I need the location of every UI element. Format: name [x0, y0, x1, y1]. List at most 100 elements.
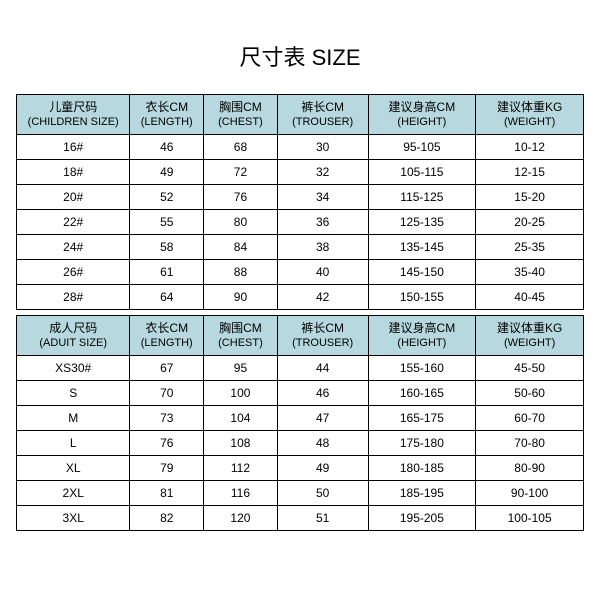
column-header-en: (CHILDREN SIZE)	[17, 115, 129, 129]
table-cell: 80-90	[476, 456, 584, 481]
table-cell: 45-50	[476, 356, 584, 381]
table-cell: 61	[130, 260, 204, 285]
table-cell: M	[17, 406, 130, 431]
table-cell: 70	[130, 381, 204, 406]
table-row: 28#649042150-15540-45	[17, 285, 584, 310]
table-cell: 46	[130, 135, 204, 160]
column-header-zh: 衣长CM	[130, 321, 203, 337]
table-row: 3XL8212051195-205100-105	[17, 506, 584, 531]
table-cell: XL	[17, 456, 130, 481]
column-header-zh: 建议体重KG	[476, 100, 583, 116]
table-cell: 80	[204, 210, 278, 235]
table-cell: 47	[277, 406, 368, 431]
size-table: 儿童尺码(CHILDREN SIZE)衣长CM(LENGTH)胸围CM(CHES…	[16, 94, 584, 531]
table-cell: 46	[277, 381, 368, 406]
table-cell: 195-205	[368, 506, 476, 531]
table-cell: 35-40	[476, 260, 584, 285]
column-header: 衣长CM(LENGTH)	[130, 316, 204, 356]
column-header-en: (LENGTH)	[130, 115, 203, 129]
column-header: 建议体重KG(WEIGHT)	[476, 316, 584, 356]
column-header-zh: 裤长CM	[278, 321, 368, 337]
table-row: L7610848175-18070-80	[17, 431, 584, 456]
column-header-zh: 胸围CM	[204, 321, 277, 337]
table-cell: 24#	[17, 235, 130, 260]
table-cell: 105-115	[368, 160, 476, 185]
table-cell: 95	[204, 356, 278, 381]
table-cell: 175-180	[368, 431, 476, 456]
table-cell: 108	[204, 431, 278, 456]
table-row: 26#618840145-15035-40	[17, 260, 584, 285]
table-row: M7310447165-17560-70	[17, 406, 584, 431]
table-cell: 40	[277, 260, 368, 285]
table-cell: 67	[130, 356, 204, 381]
column-header-en: (ADUIT SIZE)	[17, 336, 129, 350]
column-header-zh: 成人尺码	[17, 321, 129, 337]
table-cell: 44	[277, 356, 368, 381]
table-cell: 180-185	[368, 456, 476, 481]
column-header-en: (CHEST)	[204, 115, 277, 129]
table-cell: 49	[277, 456, 368, 481]
table-cell: 100	[204, 381, 278, 406]
table-cell: 104	[204, 406, 278, 431]
table-row: XL7911249180-18580-90	[17, 456, 584, 481]
table-cell: 76	[204, 185, 278, 210]
table-cell: 155-160	[368, 356, 476, 381]
column-header: 胸围CM(CHEST)	[204, 95, 278, 135]
column-header-en: (CHEST)	[204, 336, 277, 350]
column-header: 成人尺码(ADUIT SIZE)	[17, 316, 130, 356]
column-header-en: (WEIGHT)	[476, 336, 583, 350]
table-cell: 58	[130, 235, 204, 260]
table-cell: 16#	[17, 135, 130, 160]
table-cell: 2XL	[17, 481, 130, 506]
table-cell: 42	[277, 285, 368, 310]
column-header-zh: 儿童尺码	[17, 100, 129, 116]
table-cell: 20#	[17, 185, 130, 210]
table-cell: 82	[130, 506, 204, 531]
table-cell: 79	[130, 456, 204, 481]
column-header-en: (TROUSER)	[278, 336, 368, 350]
table-cell: 115-125	[368, 185, 476, 210]
column-header-en: (HEIGHT)	[369, 115, 476, 129]
table-cell: 48	[277, 431, 368, 456]
table-cell: 120	[204, 506, 278, 531]
table-cell: 73	[130, 406, 204, 431]
table-cell: 90-100	[476, 481, 584, 506]
table-cell: 135-145	[368, 235, 476, 260]
column-header: 裤长CM(TROUSER)	[277, 316, 368, 356]
column-header: 儿童尺码(CHILDREN SIZE)	[17, 95, 130, 135]
table-row: 22#558036125-13520-25	[17, 210, 584, 235]
column-header: 建议身高CM(HEIGHT)	[368, 316, 476, 356]
table-cell: 160-165	[368, 381, 476, 406]
column-header: 建议身高CM(HEIGHT)	[368, 95, 476, 135]
table-row: XS30#679544155-16045-50	[17, 356, 584, 381]
column-header: 建议体重KG(WEIGHT)	[476, 95, 584, 135]
table-cell: 100-105	[476, 506, 584, 531]
table-cell: 116	[204, 481, 278, 506]
table-cell: 18#	[17, 160, 130, 185]
table-cell: 185-195	[368, 481, 476, 506]
table-cell: 15-20	[476, 185, 584, 210]
table-cell: 125-135	[368, 210, 476, 235]
table-cell: 52	[130, 185, 204, 210]
table-cell: 64	[130, 285, 204, 310]
page-title: 尺寸表 SIZE	[16, 40, 584, 72]
column-header-en: (HEIGHT)	[369, 336, 476, 350]
table-cell: 70-80	[476, 431, 584, 456]
table-cell: 51	[277, 506, 368, 531]
column-header-zh: 建议体重KG	[476, 321, 583, 337]
table-cell: 68	[204, 135, 278, 160]
column-header: 衣长CM(LENGTH)	[130, 95, 204, 135]
column-header-en: (LENGTH)	[130, 336, 203, 350]
table-cell: 49	[130, 160, 204, 185]
table-cell: 38	[277, 235, 368, 260]
table-cell: 50-60	[476, 381, 584, 406]
table-cell: 26#	[17, 260, 130, 285]
table-cell: 150-155	[368, 285, 476, 310]
table-cell: 112	[204, 456, 278, 481]
table-cell: 145-150	[368, 260, 476, 285]
column-header: 胸围CM(CHEST)	[204, 316, 278, 356]
table-cell: 95-105	[368, 135, 476, 160]
column-header-zh: 胸围CM	[204, 100, 277, 116]
column-header-en: (TROUSER)	[278, 115, 368, 129]
table-row: 16#46683095-10510-12	[17, 135, 584, 160]
